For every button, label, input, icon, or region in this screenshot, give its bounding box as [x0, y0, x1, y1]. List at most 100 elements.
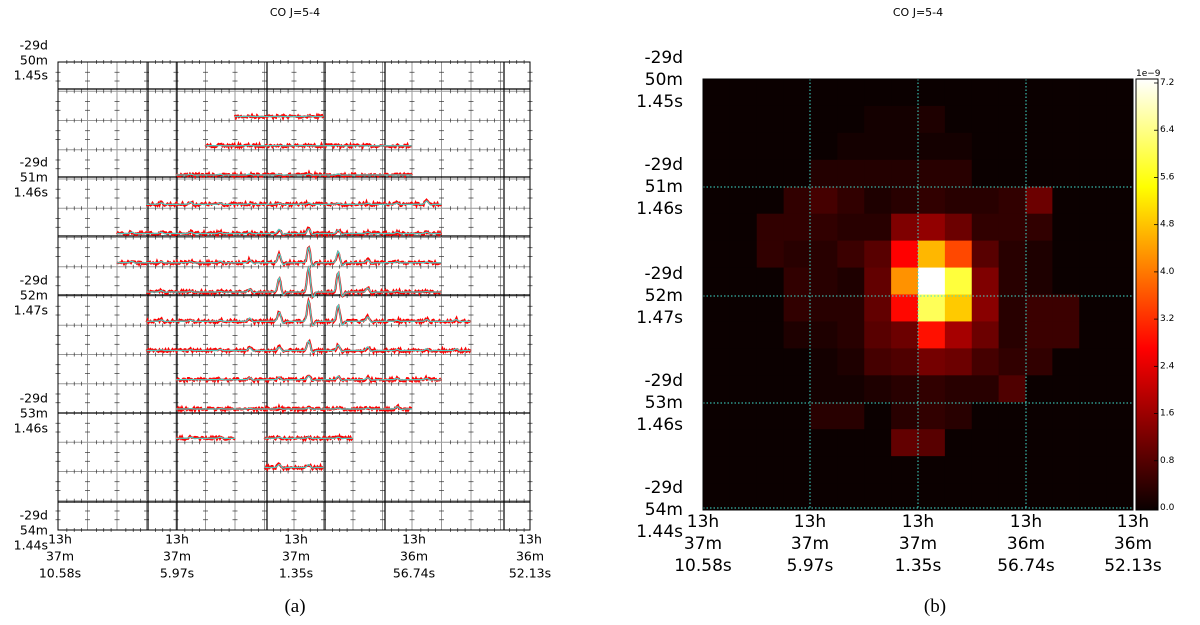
- heatmap-cell: [1079, 294, 1107, 322]
- x-tick-label-line: 13h: [902, 512, 934, 532]
- heatmap-cell: [729, 321, 758, 349]
- heatmap-cell: [918, 321, 946, 349]
- y-tick-label-line: -29d: [644, 48, 683, 68]
- heatmap-cell: [703, 213, 731, 242]
- heatmap-cell: [756, 456, 785, 484]
- x-tick-label: 13h 37m 1.35s: [895, 512, 942, 576]
- heatmap-cell: [756, 348, 785, 376]
- x-tick-label-line: 56.74s: [393, 566, 435, 581]
- heatmap-cell: [783, 267, 811, 295]
- y-tick-label-line: -29d: [644, 155, 683, 175]
- heatmap-cell: [891, 456, 919, 484]
- heatmap-cell: [1079, 159, 1107, 188]
- colorbar-tick-label: 7.2: [1160, 78, 1174, 88]
- y-tick-label: -29d 50m 1.45s: [636, 48, 683, 112]
- heatmap-cell: [944, 132, 973, 161]
- heatmap-cell: [729, 429, 758, 457]
- heatmap-cell: [944, 348, 973, 376]
- heatmap-cell: [891, 348, 919, 376]
- y-tick-label-line: 53m: [20, 406, 48, 421]
- x-tick-label-line: 36m: [400, 549, 428, 564]
- heatmap-panel: CO J=5-4 1e−9 0.0 0.8 1.6 2.4 3.2 4.0 4.8 5.6 6.…: [636, 6, 1174, 617]
- heatmap-cell: [729, 375, 758, 403]
- heatmap-cell: [891, 429, 919, 457]
- y-tick-label-line: -29d: [20, 155, 48, 170]
- heatmap-cell: [810, 267, 838, 295]
- heatmap-cell: [783, 213, 811, 242]
- heatmap-cell: [1052, 483, 1080, 511]
- x-tick-label-line: 10.58s: [674, 556, 732, 576]
- x-tick-label: 13h 36m 56.74s: [997, 512, 1055, 576]
- heatmap-cell: [944, 159, 973, 188]
- heatmap-cell: [703, 132, 731, 161]
- spectrum-fit-line: [117, 228, 441, 236]
- heatmap-cell: [918, 213, 946, 242]
- heatmap-cell: [1079, 348, 1107, 376]
- heatmap-cell: [918, 240, 946, 269]
- heatmap-cell: [971, 186, 1000, 215]
- heatmap-cell: [1079, 429, 1107, 457]
- heatmap-cell: [810, 348, 838, 376]
- heatmap-cell: [891, 483, 919, 511]
- heatmap-cell: [837, 79, 865, 107]
- heatmap-cell: [971, 348, 1000, 376]
- y-tick-label-line: 52m: [20, 288, 48, 303]
- heatmap-cell: [1079, 240, 1107, 269]
- heatmap-cell: [1025, 132, 1053, 161]
- panel-b-title: CO J=5-4: [893, 6, 943, 19]
- y-tick-label-line: 1.46s: [636, 199, 683, 219]
- colorbar-exponent-label: 1e−9: [1136, 69, 1161, 79]
- y-tick-label-line: -29d: [20, 391, 48, 406]
- heatmap-cell: [756, 321, 785, 349]
- heatmap-cell: [864, 159, 892, 188]
- heatmap-cell: [837, 456, 865, 484]
- heatmap-cell: [1052, 456, 1080, 484]
- heatmap-cell: [810, 186, 838, 215]
- heatmap-cell: [944, 186, 973, 215]
- heatmap-cell: [918, 294, 946, 322]
- x-tick-label-line: 13h: [48, 532, 72, 547]
- heatmap-cell: [1025, 105, 1053, 134]
- colorbar-tick-label: 0.0: [1160, 503, 1175, 513]
- spectrum-fit-line: [176, 375, 441, 382]
- heatmap-cell: [783, 429, 811, 457]
- heatmap-cell: [998, 159, 1026, 188]
- heatmap-cell: [891, 186, 919, 215]
- heatmap-cell: [1079, 267, 1107, 295]
- y-tick-label-line: 1.45s: [636, 92, 683, 112]
- y-tick-label-line: 54m: [20, 523, 48, 538]
- heatmap-cell: [837, 240, 865, 269]
- heatmap-cell: [1079, 456, 1107, 484]
- panel-a-title: CO J=5-4: [270, 6, 320, 19]
- x-tick-label-line: 1.35s: [279, 566, 313, 581]
- y-tick-label-line: 1.46s: [14, 185, 48, 200]
- heatmap-cell: [891, 79, 919, 107]
- heatmap-cell: [1052, 79, 1080, 107]
- heatmap-cell: [998, 483, 1026, 511]
- heatmap-grid-lines: [703, 79, 1133, 510]
- heatmap-cells: [703, 79, 1134, 511]
- x-tick-label: 13h 36m 56.74s: [393, 532, 435, 581]
- heatmap-cell: [703, 483, 731, 511]
- heatmap-cell: [944, 402, 973, 430]
- heatmap-cell: [864, 105, 892, 134]
- heatmap-cell: [756, 132, 785, 161]
- y-tick-label: -29d 50m 1.45s: [14, 38, 48, 83]
- y-tick-label: -29d 53m 1.46s: [14, 391, 48, 436]
- heatmap-cell: [1052, 105, 1080, 134]
- heatmap-cell: [971, 132, 1000, 161]
- heatmap-cell: [783, 294, 811, 322]
- heatmap-cell: [703, 456, 731, 484]
- heatmap-cell: [998, 294, 1026, 322]
- heatmap-cell: [1025, 483, 1053, 511]
- x-tick-label-line: 1.35s: [895, 556, 942, 576]
- y-tick-label-line: 1.45s: [14, 68, 48, 83]
- panel-b-caption: (b): [924, 596, 946, 617]
- y-tick-label: -29d 51m 1.46s: [636, 155, 683, 219]
- heatmap-cell: [864, 402, 892, 430]
- heatmap-cell: [1052, 321, 1080, 349]
- heatmap-cell: [1079, 483, 1107, 511]
- heatmap-cell: [1025, 159, 1053, 188]
